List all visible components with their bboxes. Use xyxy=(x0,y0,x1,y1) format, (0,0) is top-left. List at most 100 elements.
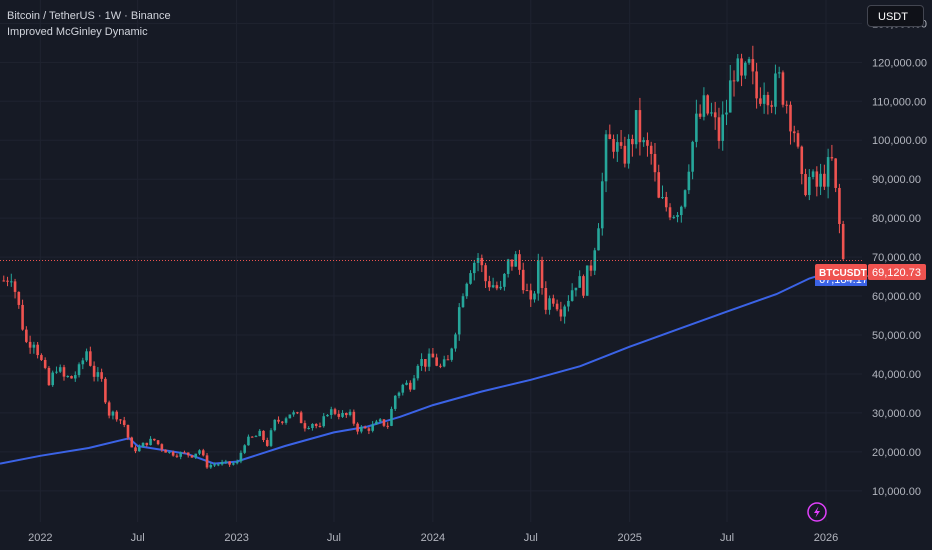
candle-body xyxy=(808,176,811,196)
candle-body xyxy=(284,418,288,423)
lightning-icon[interactable] xyxy=(807,502,827,522)
candle-body xyxy=(740,58,743,76)
candle-body xyxy=(220,462,224,465)
candle-body xyxy=(104,378,107,403)
candle-body xyxy=(638,110,642,143)
candle-body xyxy=(563,306,566,317)
candle-body xyxy=(706,95,709,114)
candle-body xyxy=(634,110,638,145)
x-tick-label: Jul xyxy=(327,532,341,544)
candle-body xyxy=(262,430,265,441)
time-axis[interactable]: 2022 Jul 2023 Jul 2024 Jul 2025 Jul 2026 xyxy=(28,532,838,544)
candle-body xyxy=(288,414,292,419)
candle-body xyxy=(21,304,24,330)
candle-body xyxy=(2,280,6,282)
candle-body xyxy=(838,187,841,224)
candle-body xyxy=(81,360,85,365)
x-tick-label: 2025 xyxy=(617,532,641,544)
candle-body xyxy=(254,436,258,438)
candle-body xyxy=(333,409,337,414)
candle-body xyxy=(100,372,103,379)
candle-body xyxy=(314,423,318,427)
candle-body xyxy=(405,382,408,385)
x-tick-label: 2024 xyxy=(421,532,445,544)
candle-body xyxy=(533,293,536,300)
candle-body xyxy=(360,426,363,432)
candle-body xyxy=(574,287,578,291)
candle-body xyxy=(299,412,303,424)
candle-body xyxy=(363,426,367,429)
candle-body xyxy=(567,300,570,307)
candle-body xyxy=(792,131,796,134)
candle-body xyxy=(17,291,21,305)
candle-body xyxy=(51,372,54,386)
candle-body xyxy=(183,452,186,454)
candle-body xyxy=(823,173,826,187)
candle-body xyxy=(32,344,36,348)
currency-button[interactable]: USDT xyxy=(867,5,924,27)
candle-body xyxy=(472,262,476,274)
candle-body xyxy=(239,452,243,462)
candle-body xyxy=(47,367,51,386)
candle-body xyxy=(736,58,740,82)
candle-body xyxy=(269,430,273,446)
candle-body xyxy=(582,276,585,296)
candle-body xyxy=(676,215,679,217)
x-tick-label: 2022 xyxy=(28,532,52,544)
candle-body xyxy=(431,353,435,358)
candle-body xyxy=(250,436,254,438)
candle-body xyxy=(168,451,171,453)
candle-body xyxy=(789,104,792,132)
candle-body xyxy=(73,375,77,379)
candle-body xyxy=(277,419,280,422)
candle-body xyxy=(213,464,216,466)
candle-body xyxy=(657,172,661,198)
candle-body xyxy=(785,104,789,106)
candle-body xyxy=(326,414,329,417)
candle-body xyxy=(258,430,262,437)
candle-body xyxy=(153,438,156,441)
y-tick-label: 100,000.00 xyxy=(872,135,927,147)
y-tick-label: 120,000.00 xyxy=(872,57,927,69)
symbol-tag-label: BTCUSDT xyxy=(819,268,867,279)
candle-body xyxy=(186,452,190,456)
last-price-label: 69,120.73 xyxy=(872,267,921,279)
candle-body xyxy=(141,442,145,447)
candle-body xyxy=(322,416,326,427)
candle-body xyxy=(70,376,73,379)
price-axis[interactable]: 130,000.00120,000.00110,000.00100,000.00… xyxy=(872,18,927,497)
candle-body xyxy=(36,344,39,356)
candle-body xyxy=(642,140,645,143)
candle-body xyxy=(145,442,149,446)
candle-body xyxy=(171,451,175,456)
candle-body xyxy=(149,438,152,446)
candle-body xyxy=(66,376,70,378)
candle-body xyxy=(217,464,220,466)
candle-body xyxy=(243,445,246,453)
candle-body xyxy=(442,359,446,367)
candle-body xyxy=(416,365,420,379)
candle-body xyxy=(815,171,819,187)
candle-body xyxy=(695,113,698,142)
candle-body xyxy=(205,455,209,468)
indicator-title[interactable]: Improved McGinley Dynamic xyxy=(7,26,148,38)
candle-body xyxy=(544,287,548,310)
candle-body xyxy=(356,423,359,432)
candle-body xyxy=(265,440,269,446)
candle-body xyxy=(826,157,830,187)
candle-body xyxy=(548,298,551,310)
y-tick-label: 60,000.00 xyxy=(872,291,921,303)
candle-body xyxy=(514,254,517,267)
candle-body xyxy=(589,265,593,271)
symbol-title[interactable]: Bitcoin / TetherUS · 1W · Binance xyxy=(7,10,171,22)
y-tick-label: 70,000.00 xyxy=(872,252,921,264)
candle-body xyxy=(371,424,374,431)
candle-body xyxy=(424,359,427,367)
x-tick-label: Jul xyxy=(720,532,734,544)
candle-body xyxy=(469,273,472,284)
candle-body xyxy=(201,450,205,456)
candle-body xyxy=(668,207,672,218)
candle-body xyxy=(732,80,736,82)
candle-body xyxy=(585,265,589,296)
